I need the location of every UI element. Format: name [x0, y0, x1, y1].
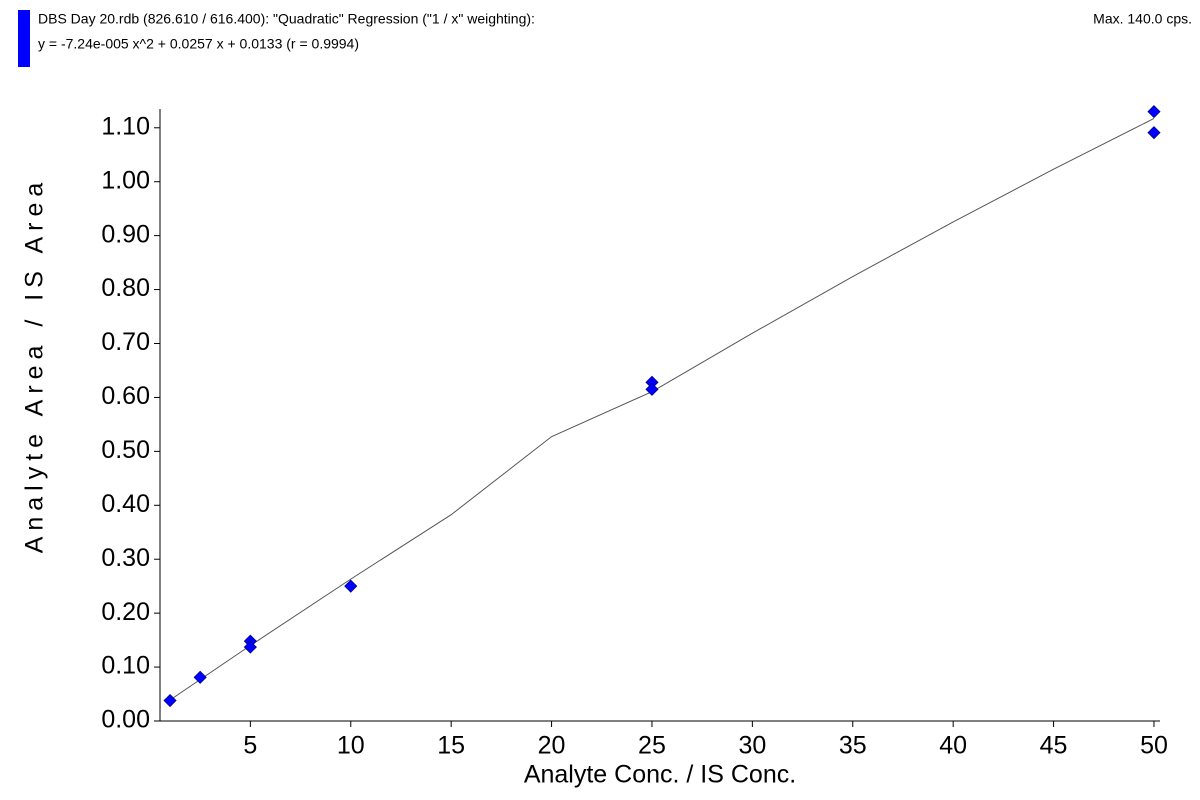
x-tick-label: 5 — [243, 732, 257, 760]
fit-curve — [169, 118, 1155, 701]
y-tick-label: 0.10 — [101, 652, 150, 680]
y-tick-label: 0.90 — [101, 220, 150, 248]
legend-swatch — [18, 10, 30, 67]
y-tick-label: 0.70 — [101, 328, 150, 356]
data-point — [1147, 126, 1161, 140]
y-tick-label: 0.20 — [101, 598, 150, 626]
data-point — [1147, 105, 1161, 119]
annotation: Max. 140.0 cps. — [1093, 11, 1192, 27]
x-tick-label: 30 — [738, 732, 766, 760]
x-tick-label: 25 — [638, 732, 666, 760]
x-tick-label: 10 — [337, 732, 365, 760]
x-tick-label: 20 — [538, 732, 566, 760]
y-tick-label: 0.80 — [101, 274, 150, 302]
data-point — [645, 382, 659, 396]
y-tick-label: 0.50 — [101, 436, 150, 464]
y-axis-label: Analyte Area / IS Area — [21, 177, 49, 554]
y-tick-label: 0.30 — [101, 544, 150, 572]
chart-title: DBS Day 20.rdb (826.610 / 616.400): "Qua… — [38, 11, 535, 27]
x-tick-label: 50 — [1140, 732, 1168, 760]
y-tick-label: 1.00 — [101, 166, 150, 194]
chart-subtitle: y = -7.24e-005 x^2 + 0.0257 x + 0.0133 (… — [38, 36, 359, 52]
x-tick-label: 15 — [437, 732, 465, 760]
x-axis-label: Analyte Conc. / IS Conc. — [524, 761, 796, 789]
y-tick-label: 0.00 — [101, 706, 150, 734]
x-tick-label: 35 — [839, 732, 867, 760]
x-tick-label: 45 — [1040, 732, 1068, 760]
data-point — [163, 693, 177, 708]
data-point — [344, 579, 358, 593]
data-point — [243, 640, 257, 654]
y-tick-label: 0.60 — [101, 382, 150, 410]
data-point — [193, 670, 207, 684]
x-tick-label: 40 — [939, 732, 967, 760]
y-tick-label: 1.10 — [101, 112, 150, 140]
y-tick-label: 0.40 — [101, 490, 150, 518]
